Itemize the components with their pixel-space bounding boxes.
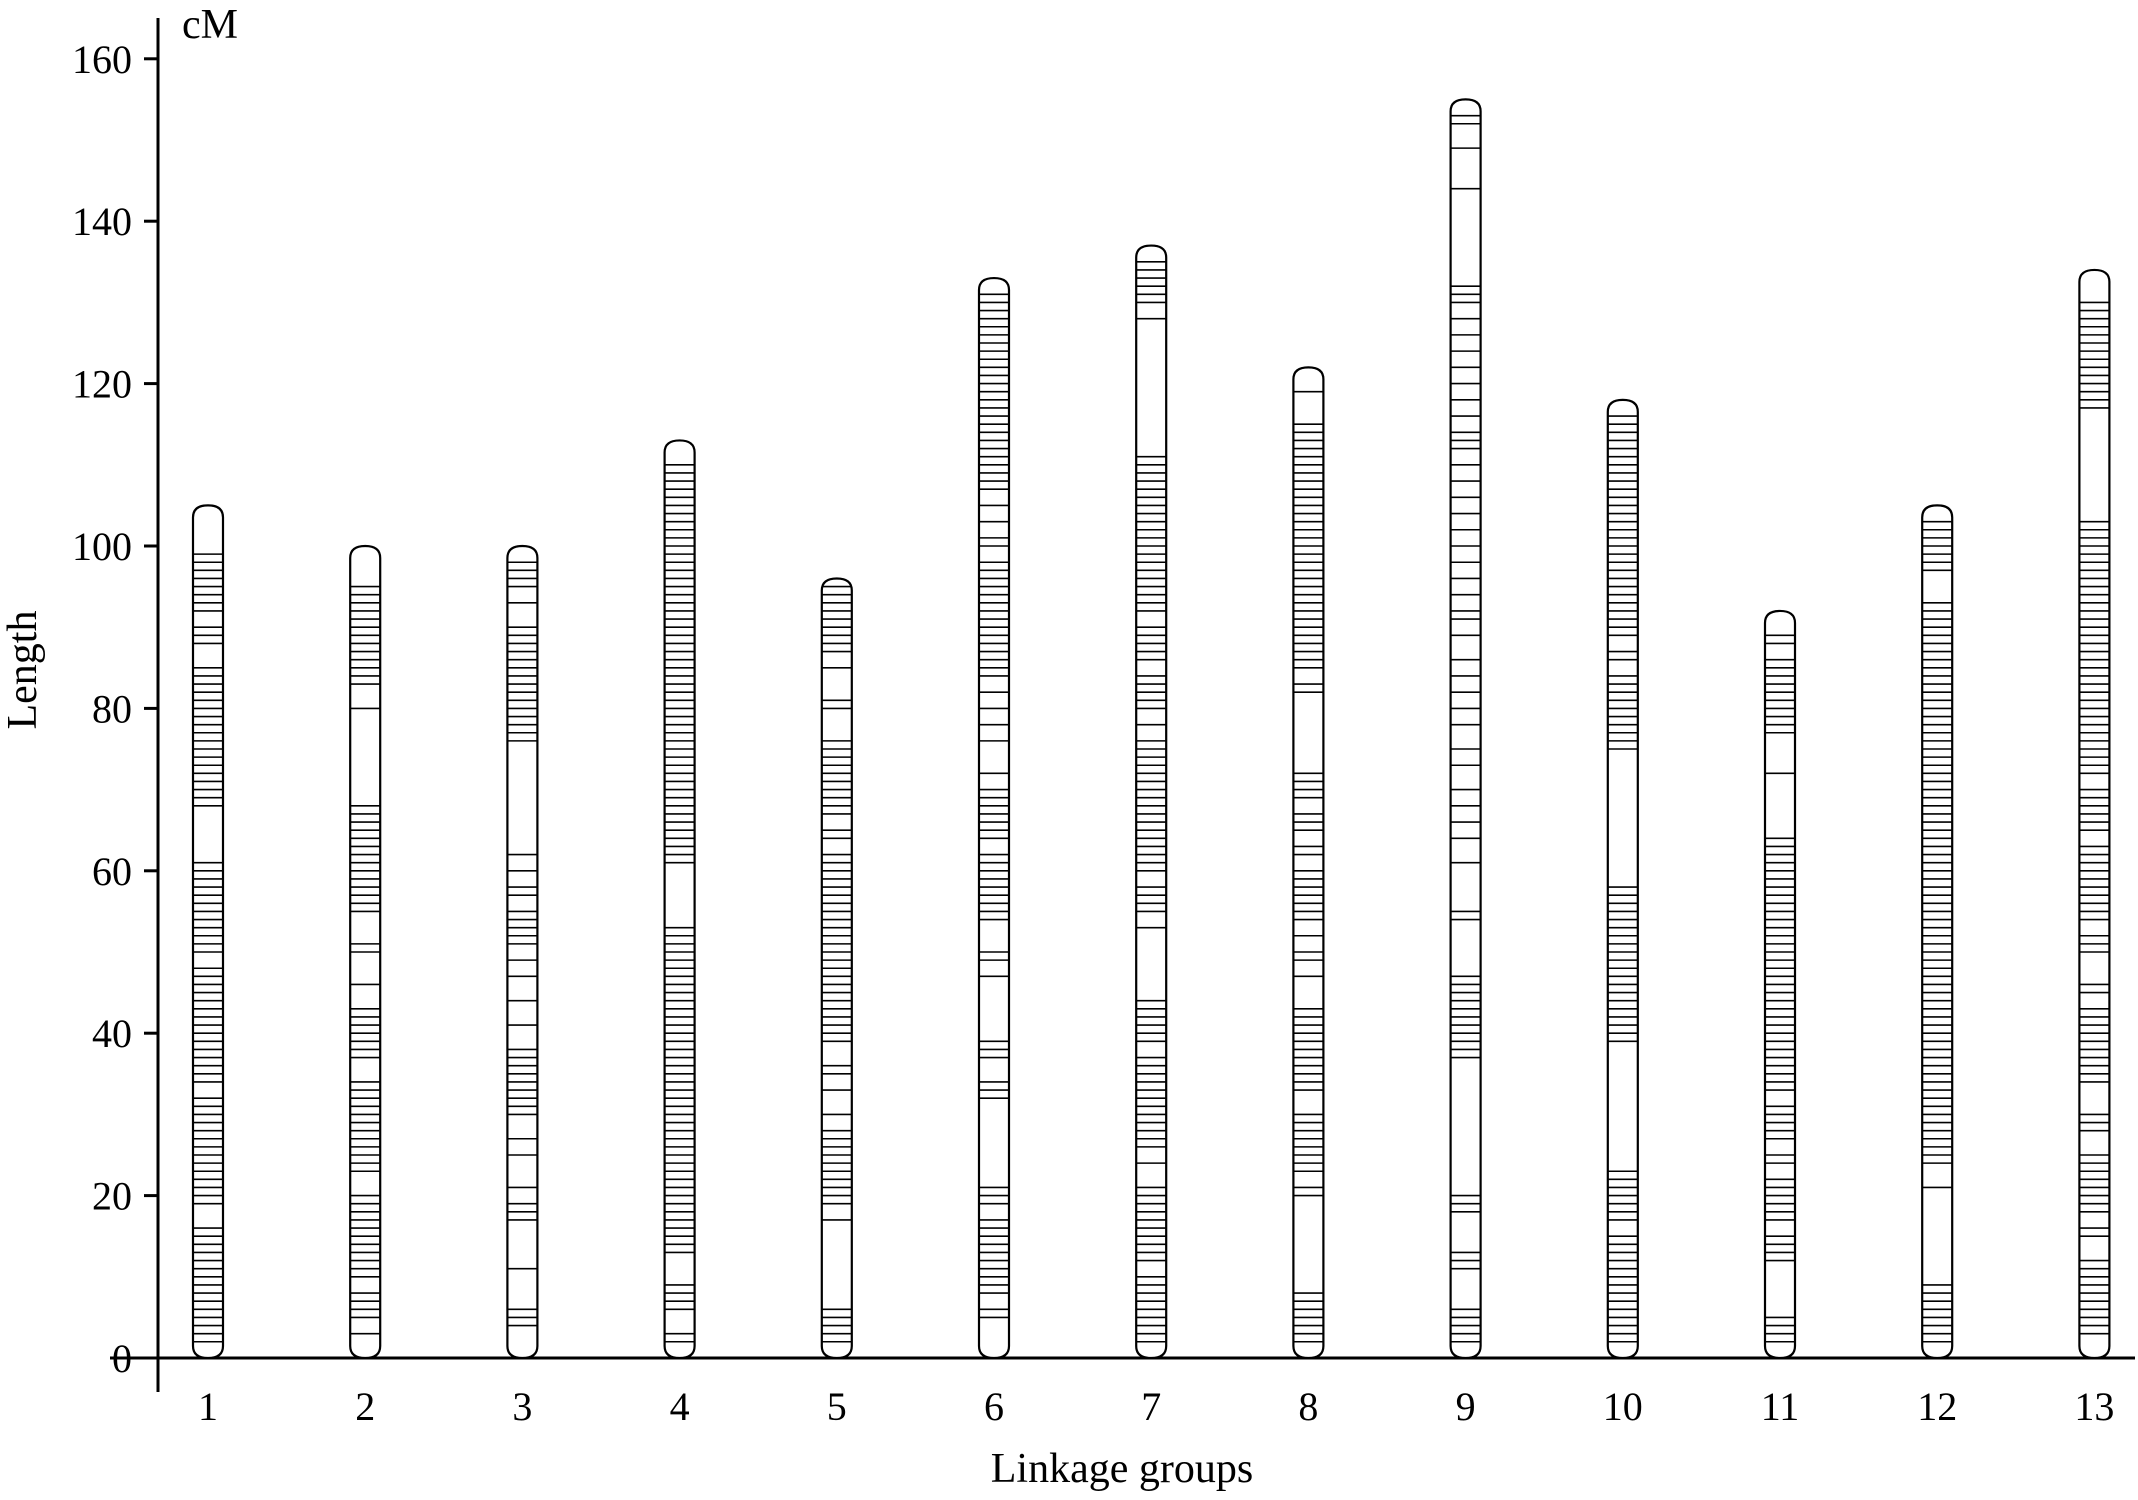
- y-tick-label: 80: [92, 686, 132, 731]
- y-tick-label: 100: [72, 524, 132, 569]
- x-tick-label: 12: [1917, 1384, 1957, 1429]
- x-tick-label: 11: [1761, 1384, 1800, 1429]
- x-tick-label: 5: [827, 1384, 847, 1429]
- x-tick-label: 2: [355, 1384, 375, 1429]
- linkage-group-bar: [663, 439, 696, 1360]
- marker-set: [1922, 520, 1953, 1343]
- x-tick-label: 9: [1456, 1384, 1476, 1429]
- y-tick-label: 40: [92, 1011, 132, 1056]
- x-tick-label: 10: [1603, 1384, 1643, 1429]
- x-tick-label: 13: [2074, 1384, 2114, 1429]
- marker-set: [1136, 260, 1167, 1343]
- y-tick-label: 0: [112, 1336, 132, 1381]
- y-tick-label: 140: [72, 199, 132, 244]
- linkage-group-bar: [1292, 366, 1325, 1360]
- y-ticks: 0 20 40 60 80 100 120 140 160: [72, 37, 158, 1381]
- linkage-group-bar: [1449, 98, 1482, 1360]
- x-tick-label: 7: [1141, 1384, 1161, 1429]
- marker-set: [350, 585, 381, 1335]
- linkage-group-bar: [191, 504, 225, 1360]
- y-axis-title: Length: [0, 611, 46, 730]
- marker-set: [979, 293, 1009, 1319]
- linkage-group-bar: [1921, 504, 1954, 1360]
- linkage-group-9: 9: [1449, 98, 1482, 1429]
- linkage-group-6: 6: [977, 276, 1011, 1429]
- linkage-group-4: 4: [663, 439, 696, 1429]
- linkage-group-2: 2: [349, 544, 382, 1429]
- marker-set: [1607, 415, 1638, 1343]
- linkage-group-bar: [977, 276, 1011, 1360]
- linkage-group-7: 7: [1135, 244, 1168, 1429]
- linkage-group-8: 8: [1292, 366, 1325, 1429]
- x-axis-title: Linkage groups: [991, 1446, 1253, 1492]
- linkage-group-bar: [1135, 244, 1168, 1360]
- marker-set: [2079, 301, 2110, 1335]
- linkage-group-10: 10: [1603, 398, 1643, 1429]
- x-tick-label: 6: [984, 1384, 1004, 1429]
- y-tick-label: 160: [72, 37, 132, 82]
- marker-set: [1765, 634, 1795, 1343]
- marker-set: [821, 585, 852, 1343]
- marker-set: [664, 463, 695, 1343]
- x-tick-label: 3: [512, 1384, 532, 1429]
- x-tick-label: 1: [198, 1384, 218, 1429]
- linkage-group-5: 5: [820, 577, 853, 1429]
- marker-set: [1293, 390, 1324, 1343]
- linkage-groups: 1 2 3 4 5 6 7 8 9 10 11 12 13: [191, 98, 2114, 1429]
- linkage-group-1: 1: [191, 504, 225, 1429]
- linkage-group-13: 13: [2074, 268, 2114, 1429]
- linkage-group-3: 3: [506, 544, 539, 1429]
- x-tick-label: 4: [670, 1384, 690, 1429]
- y-tick-label: 120: [72, 362, 132, 407]
- y-tick-label: 60: [92, 849, 132, 894]
- linkage-group-11: 11: [1761, 609, 1800, 1429]
- marker-set: [507, 561, 538, 1327]
- x-tick-label: 8: [1298, 1384, 1318, 1429]
- marker-set: [1450, 114, 1481, 1343]
- y-unit-label: cM: [182, 2, 238, 48]
- y-tick-label: 20: [92, 1174, 132, 1219]
- linkage-group-bar: [1606, 398, 1639, 1360]
- marker-set: [193, 553, 223, 1343]
- linkage-group-12: 12: [1917, 504, 1957, 1429]
